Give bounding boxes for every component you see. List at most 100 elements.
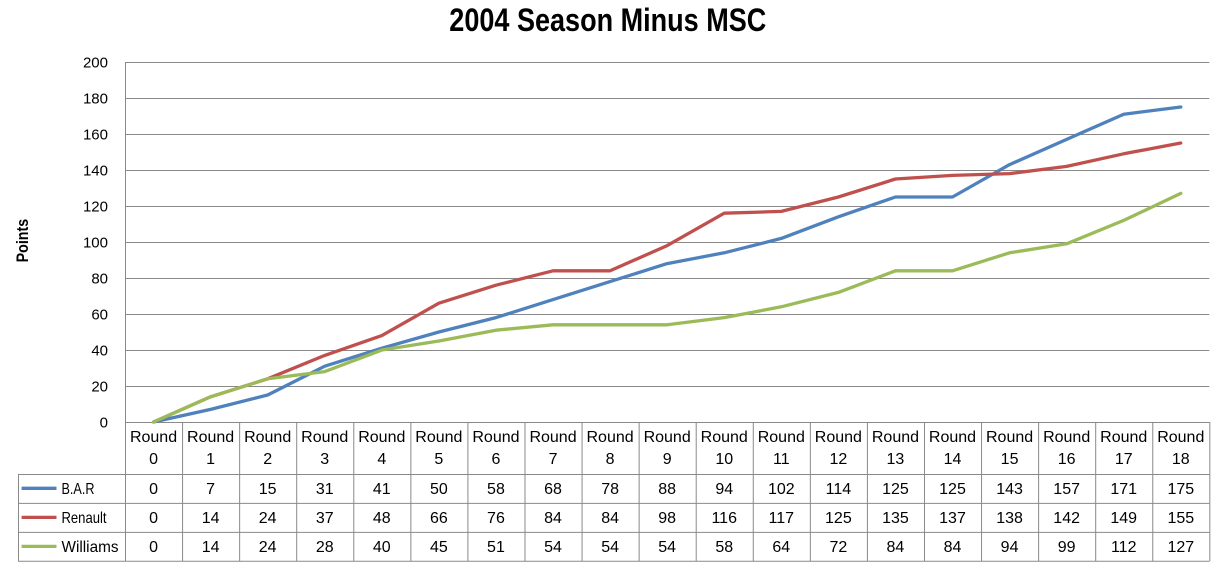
svg-text:8: 8	[606, 451, 615, 468]
svg-text:143: 143	[996, 481, 1023, 498]
svg-text:68: 68	[544, 481, 562, 498]
svg-text:88: 88	[658, 481, 676, 498]
svg-text:66: 66	[430, 510, 448, 527]
svg-text:54: 54	[544, 539, 562, 556]
svg-text:78: 78	[601, 481, 619, 498]
svg-text:Round: Round	[130, 429, 177, 446]
svg-text:112: 112	[1111, 539, 1137, 556]
svg-text:142: 142	[1053, 510, 1080, 527]
svg-text:149: 149	[1110, 510, 1137, 527]
svg-text:16: 16	[1058, 451, 1076, 468]
svg-text:28: 28	[316, 539, 334, 556]
svg-text:4: 4	[377, 451, 386, 468]
svg-text:Round: Round	[358, 429, 405, 446]
svg-text:Round: Round	[815, 429, 862, 446]
svg-text:B.A.R: B.A.R	[62, 481, 95, 498]
svg-text:45: 45	[430, 539, 448, 556]
svg-text:31: 31	[316, 481, 334, 498]
svg-text:Round: Round	[244, 429, 291, 446]
svg-text:18: 18	[1172, 451, 1190, 468]
svg-text:9: 9	[663, 451, 672, 468]
svg-text:Round: Round	[301, 429, 348, 446]
svg-text:60: 60	[91, 306, 108, 323]
svg-text:127: 127	[1167, 539, 1194, 556]
svg-text:125: 125	[939, 481, 966, 498]
svg-text:14: 14	[944, 451, 962, 468]
svg-text:7: 7	[206, 481, 215, 498]
svg-text:180: 180	[83, 90, 108, 107]
svg-text:2004 Season Minus MSC: 2004 Season Minus MSC	[449, 2, 766, 38]
svg-text:Points: Points	[14, 219, 32, 263]
svg-text:99: 99	[1058, 539, 1076, 556]
svg-text:175: 175	[1167, 481, 1194, 498]
svg-text:12: 12	[829, 451, 847, 468]
svg-text:114: 114	[826, 481, 852, 498]
svg-text:140: 140	[83, 162, 108, 179]
svg-text:157: 157	[1053, 481, 1080, 498]
svg-text:125: 125	[882, 481, 909, 498]
svg-text:138: 138	[996, 510, 1023, 527]
svg-text:Round: Round	[872, 429, 919, 446]
svg-text:40: 40	[373, 539, 391, 556]
svg-text:117: 117	[769, 510, 795, 527]
svg-text:54: 54	[658, 539, 676, 556]
svg-text:41: 41	[373, 481, 391, 498]
svg-text:Renault: Renault	[62, 510, 107, 527]
svg-text:24: 24	[259, 510, 277, 527]
svg-text:Round: Round	[929, 429, 976, 446]
svg-text:20: 20	[91, 378, 108, 395]
svg-text:160: 160	[83, 126, 108, 143]
svg-text:58: 58	[715, 539, 733, 556]
svg-text:50: 50	[430, 481, 448, 498]
svg-text:58: 58	[487, 481, 505, 498]
svg-text:17: 17	[1115, 451, 1133, 468]
svg-text:7: 7	[549, 451, 558, 468]
svg-text:Round: Round	[644, 429, 691, 446]
svg-text:0: 0	[149, 481, 158, 498]
svg-text:84: 84	[601, 510, 619, 527]
svg-text:84: 84	[944, 539, 962, 556]
svg-text:171: 171	[1110, 481, 1137, 498]
svg-text:Round: Round	[187, 429, 234, 446]
svg-text:137: 137	[939, 510, 966, 527]
svg-text:102: 102	[768, 481, 795, 498]
svg-text:94: 94	[1001, 539, 1019, 556]
svg-text:5: 5	[434, 451, 443, 468]
svg-text:116: 116	[711, 510, 737, 527]
svg-text:Round: Round	[472, 429, 519, 446]
svg-text:120: 120	[83, 198, 108, 215]
svg-text:84: 84	[544, 510, 562, 527]
svg-text:94: 94	[715, 481, 733, 498]
svg-text:10: 10	[715, 451, 733, 468]
svg-text:6: 6	[491, 451, 500, 468]
svg-text:15: 15	[1001, 451, 1019, 468]
svg-text:Round: Round	[701, 429, 748, 446]
svg-text:51: 51	[487, 539, 505, 556]
svg-text:84: 84	[887, 539, 905, 556]
svg-text:Round: Round	[1100, 429, 1147, 446]
svg-text:80: 80	[91, 270, 108, 287]
svg-text:Round: Round	[1043, 429, 1090, 446]
svg-text:0: 0	[100, 414, 108, 431]
svg-text:1: 1	[206, 451, 215, 468]
svg-text:98: 98	[658, 510, 676, 527]
svg-text:48: 48	[373, 510, 391, 527]
svg-text:Williams: Williams	[62, 539, 119, 556]
svg-text:200: 200	[83, 54, 108, 71]
svg-text:14: 14	[202, 539, 220, 556]
svg-text:2: 2	[263, 451, 272, 468]
svg-text:40: 40	[91, 342, 108, 359]
svg-text:0: 0	[149, 510, 158, 527]
svg-text:Round: Round	[758, 429, 805, 446]
svg-text:54: 54	[601, 539, 619, 556]
svg-text:Round: Round	[986, 429, 1033, 446]
svg-text:135: 135	[882, 510, 909, 527]
svg-text:Round: Round	[1157, 429, 1204, 446]
svg-text:155: 155	[1167, 510, 1194, 527]
svg-text:11: 11	[773, 451, 790, 468]
svg-text:0: 0	[149, 451, 158, 468]
svg-text:3: 3	[320, 451, 329, 468]
svg-text:100: 100	[83, 234, 108, 251]
svg-text:15: 15	[259, 481, 277, 498]
svg-text:125: 125	[825, 510, 852, 527]
